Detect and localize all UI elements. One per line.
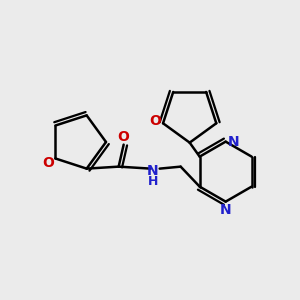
Text: O: O <box>42 157 54 170</box>
Text: H: H <box>148 175 158 188</box>
Text: N: N <box>228 135 239 148</box>
Text: O: O <box>118 130 130 144</box>
Text: O: O <box>149 114 161 128</box>
Text: N: N <box>147 164 158 178</box>
Text: N: N <box>220 202 232 217</box>
